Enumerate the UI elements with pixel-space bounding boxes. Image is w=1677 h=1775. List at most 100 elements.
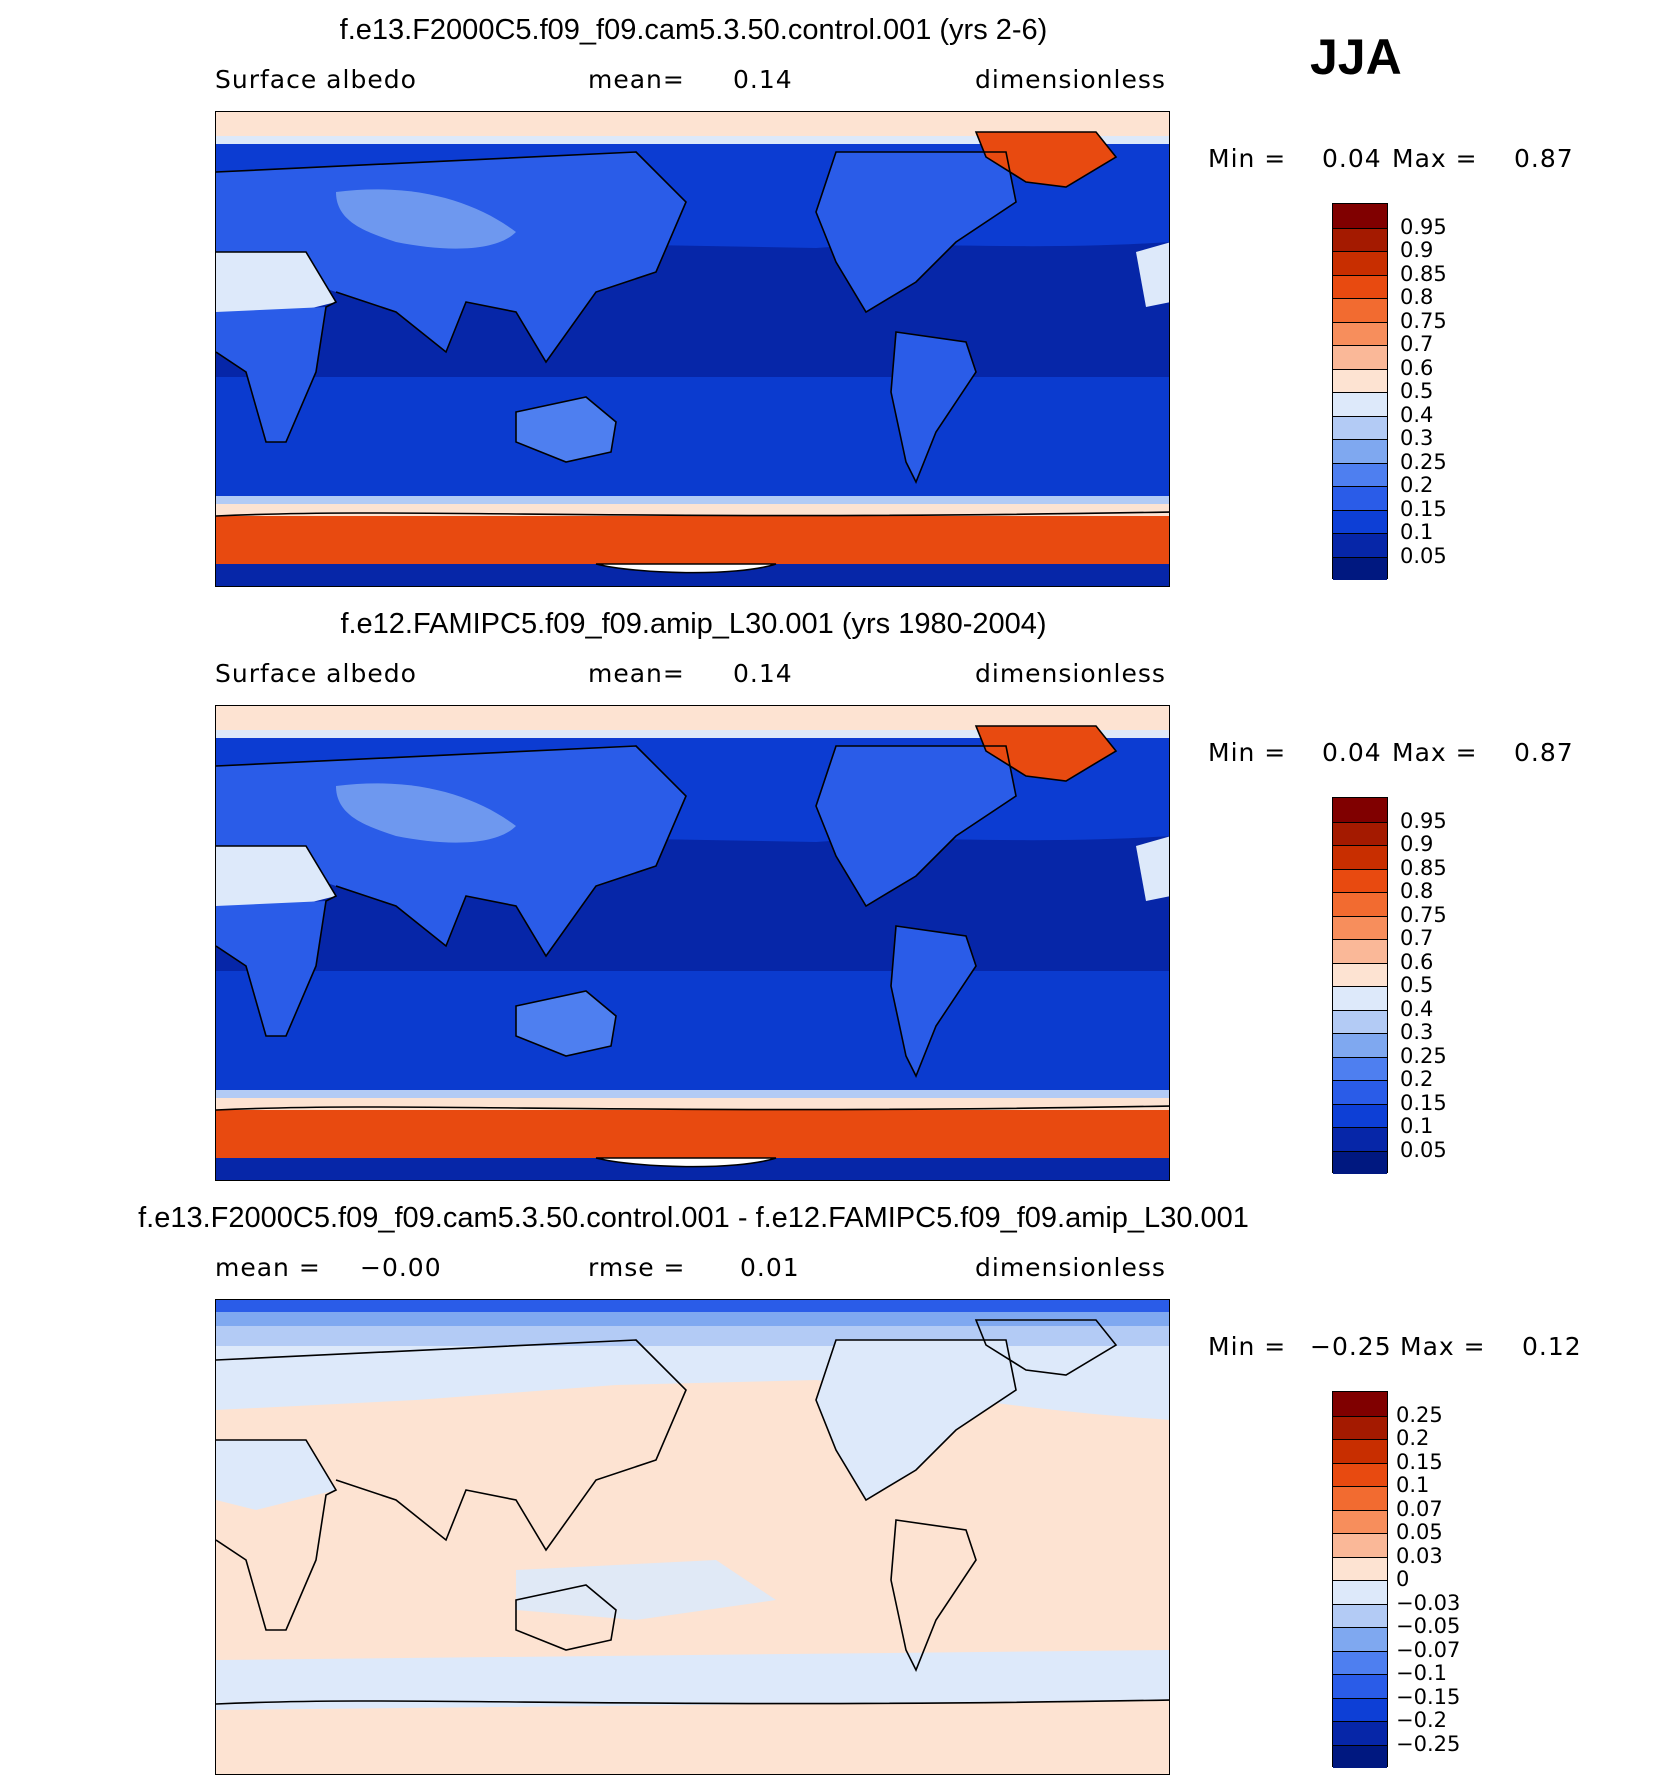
colorbar-swatch <box>1333 939 1387 963</box>
colorbar-tick-label: 0.85 <box>1400 855 1447 880</box>
panel2-map <box>215 705 1170 1181</box>
panel3-map-plot <box>216 1300 1169 1774</box>
colorbar-tick-label: −0.25 <box>1396 1731 1461 1756</box>
colorbar-tick-label: 0.5 <box>1400 973 1434 997</box>
panel3-mean-label: mean = <box>215 1253 321 1282</box>
colorbar-tick-label: 0.4 <box>1400 402 1434 427</box>
colorbar-tick-label: 0.25 <box>1400 1043 1447 1068</box>
colorbar-tick-label: −0.15 <box>1396 1684 1461 1709</box>
panel3-map <box>215 1299 1170 1775</box>
colorbar-swatch <box>1333 1127 1387 1151</box>
colorbar-swatch <box>1333 251 1387 275</box>
colorbar-tick-label: 0.2 <box>1400 1067 1434 1091</box>
colorbar-swatch <box>1333 533 1387 557</box>
australia-land <box>516 397 616 462</box>
colorbar-tick-label: 0.95 <box>1400 214 1447 239</box>
colorbar-tick-label: 0.15 <box>1400 496 1447 521</box>
panel3-max-value: 0.12 <box>1522 1332 1582 1361</box>
colorbar-tick-label: 0.1 <box>1400 520 1434 544</box>
colorbar-swatch <box>1333 486 1387 510</box>
colorbar-tick-label: 0 <box>1396 1567 1410 1591</box>
north-america-land <box>816 746 1016 906</box>
colorbar-swatch <box>1333 1415 1387 1439</box>
colorbar-swatch <box>1333 1674 1387 1698</box>
colorbar-tick-label: −0.05 <box>1396 1614 1461 1638</box>
panel3-units: dimensionless <box>975 1253 1166 1282</box>
south-america-land <box>891 926 976 1076</box>
colorbar-swatch <box>1333 1744 1387 1768</box>
colorbar-swatch <box>1333 204 1387 228</box>
colorbar-swatch <box>1333 962 1387 986</box>
colorbar-swatch <box>1333 298 1387 322</box>
colorbar-tick-label: 0.95 <box>1400 808 1447 833</box>
colorbar-tick-label: −0.07 <box>1396 1637 1461 1662</box>
colorbar-tick-label: 0.1 <box>1396 1473 1430 1497</box>
colorbar-tick-label: 0.8 <box>1400 285 1434 309</box>
panel1-map <box>215 111 1170 587</box>
colorbar-tick-label: 0.9 <box>1400 832 1434 856</box>
panel2-min-label: Min = <box>1208 738 1287 767</box>
colorbar-tick-label: 0.7 <box>1400 926 1434 950</box>
colorbar-tick-label: 0.6 <box>1400 355 1434 380</box>
colorbar-tick-label: 0.05 <box>1400 1137 1447 1162</box>
greenland-ice <box>976 726 1116 781</box>
colorbar-swatch <box>1333 1486 1387 1510</box>
colorbar-tick-label: −0.1 <box>1396 1661 1447 1685</box>
panel2-variable-label: Surface albedo <box>215 659 417 688</box>
panel3-mean-value: −0.00 <box>360 1253 442 1282</box>
panel1-colorbar <box>1332 203 1388 580</box>
colorbar-tick-label: 0.75 <box>1400 308 1447 333</box>
australia-land <box>516 991 616 1056</box>
season-label: JJA <box>1310 29 1402 85</box>
coastlines <box>216 131 1169 517</box>
colorbar-tick-label: 0.07 <box>1396 1496 1443 1521</box>
colorbar-swatch <box>1333 345 1387 369</box>
colorbar-swatch <box>1333 915 1387 939</box>
colorbar-swatch <box>1333 1603 1387 1627</box>
panel2-max-label: Max = <box>1392 738 1478 767</box>
colorbar-swatch <box>1333 392 1387 416</box>
panel3-rmse-label: rmse = <box>588 1253 686 1282</box>
colorbar-tick-label: 0.6 <box>1400 949 1434 974</box>
colorbar-swatch <box>1333 1056 1387 1080</box>
colorbar-tick-label: 0.1 <box>1400 1114 1434 1138</box>
colorbar-swatch <box>1333 274 1387 298</box>
colorbar-swatch <box>1333 509 1387 533</box>
colorbar-swatch <box>1333 368 1387 392</box>
colorbar-swatch <box>1333 868 1387 892</box>
colorbar-tick-label: 0.8 <box>1400 879 1434 903</box>
colorbar-tick-label: 0.85 <box>1400 261 1447 286</box>
panel2-max-value: 0.87 <box>1514 738 1574 767</box>
panel2-mean-value: 0.14 <box>733 659 793 688</box>
colorbar-tick-label: 0.7 <box>1400 332 1434 356</box>
colorbar-swatch <box>1333 462 1387 486</box>
panel1-units: dimensionless <box>975 65 1166 94</box>
sahara-region <box>216 252 336 322</box>
colorbar-swatch <box>1333 1392 1387 1416</box>
colorbar-tick-label: 0.05 <box>1400 543 1447 568</box>
colorbar-tick-label: −0.2 <box>1396 1708 1447 1732</box>
colorbar-swatch <box>1333 1150 1387 1174</box>
panel1-min-value: 0.04 <box>1322 144 1382 173</box>
eurasia-land <box>216 746 686 956</box>
colorbar-swatch <box>1333 1697 1387 1721</box>
south-america-land <box>891 332 976 482</box>
colorbar-tick-label: 0.15 <box>1400 1090 1447 1115</box>
panel1-title: f.e13.F2000C5.f09_f09.cam5.3.50.control.… <box>339 14 1048 46</box>
colorbar-swatch <box>1333 798 1387 822</box>
panel1-min-label: Min = <box>1208 144 1287 173</box>
panel1-mean-label: mean= <box>588 65 685 94</box>
colorbar-swatch <box>1333 1533 1387 1557</box>
colorbar-tick-label: 0.03 <box>1396 1543 1443 1568</box>
panel3-min-value: −0.25 <box>1310 1332 1392 1361</box>
north-america-land <box>816 152 1016 312</box>
colorbar-swatch <box>1333 227 1387 251</box>
colorbar-tick-label: 0.25 <box>1396 1402 1443 1427</box>
colorbar-tick-label: 0.2 <box>1400 473 1434 497</box>
africa-land <box>216 307 326 442</box>
colorbar-swatch <box>1333 1009 1387 1033</box>
colorbar-swatch <box>1333 1080 1387 1104</box>
greenland-ice <box>976 132 1116 187</box>
colorbar-tick-label: 0.5 <box>1400 379 1434 403</box>
colorbar-swatch <box>1333 892 1387 916</box>
